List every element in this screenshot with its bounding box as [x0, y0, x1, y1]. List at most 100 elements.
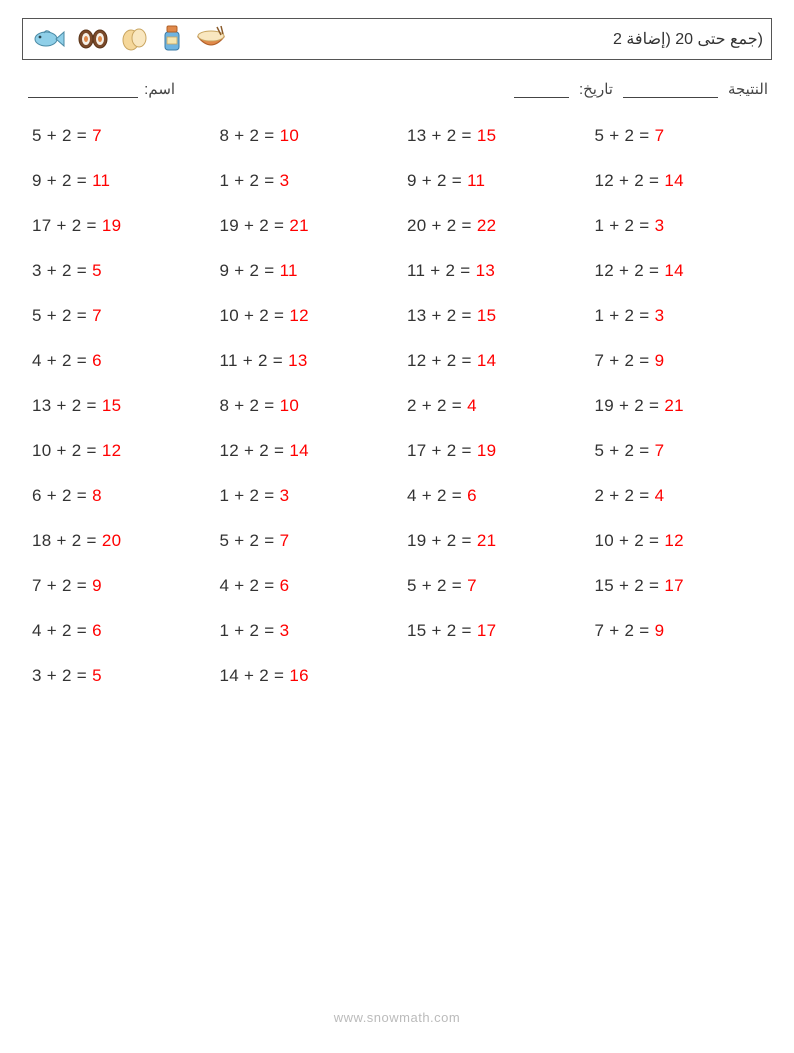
problem-cell: 13 + 2 = 15 — [32, 396, 210, 416]
problem-cell: 13 + 2 = 15 — [407, 126, 585, 146]
problem-cell: 12 + 2 = 14 — [220, 441, 398, 461]
answer: 12 — [664, 531, 684, 550]
answer: 21 — [664, 396, 684, 415]
expression: 5 + 2 = — [32, 126, 92, 145]
problem-cell: 12 + 2 = 14 — [407, 351, 585, 371]
expression: 1 + 2 = — [220, 486, 280, 505]
name-field: اسم: — [26, 80, 175, 98]
expression: 1 + 2 = — [595, 216, 655, 235]
header-box: (جمع حتى 20 (إضافة 2 — [22, 18, 772, 60]
expression: 15 + 2 = — [595, 576, 665, 595]
expression: 12 + 2 = — [407, 351, 477, 370]
name-blank — [28, 97, 138, 98]
problems-grid: 5 + 2 = 7 8 + 2 = 10 13 + 2 = 15 5 + 2 = 7 9… — [22, 126, 772, 686]
expression: 2 + 2 = — [595, 486, 655, 505]
expression: 10 + 2 = — [220, 306, 290, 325]
problem-cell: 19 + 2 = 21 — [595, 396, 773, 416]
answer: 5 — [92, 666, 102, 685]
problem-cell: 1 + 2 = 3 — [220, 171, 398, 191]
expression: 11 + 2 = — [220, 351, 289, 370]
answer: 7 — [655, 441, 665, 460]
answer: 3 — [280, 486, 290, 505]
answer: 16 — [289, 666, 309, 685]
problem-cell: 7 + 2 = 9 — [595, 621, 773, 641]
expression: 4 + 2 = — [32, 351, 92, 370]
answer: 19 — [102, 216, 122, 235]
problem-cell: 11 + 2 = 13 — [407, 261, 585, 281]
expression: 8 + 2 = — [220, 396, 280, 415]
answer: 17 — [664, 576, 684, 595]
answer: 3 — [280, 171, 290, 190]
answer: 7 — [467, 576, 477, 595]
problem-cell: 9 + 2 = 11 — [407, 171, 585, 191]
expression: 12 + 2 = — [220, 441, 290, 460]
answer: 21 — [477, 531, 497, 550]
expression: 1 + 2 = — [595, 306, 655, 325]
problem-cell: 3 + 2 = 5 — [32, 261, 210, 281]
answer: 4 — [655, 486, 665, 505]
problem-cell: 18 + 2 = 20 — [32, 531, 210, 551]
name-label: اسم: — [144, 81, 175, 98]
problem-cell: 9 + 2 = 11 — [32, 171, 210, 191]
problem-cell: 11 + 2 = 13 — [220, 351, 398, 371]
problem-cell: 2 + 2 = 4 — [407, 396, 585, 416]
answer: 9 — [655, 351, 665, 370]
problem-cell: 5 + 2 = 7 — [595, 126, 773, 146]
expression: 11 + 2 = — [407, 261, 476, 280]
answer: 14 — [664, 261, 684, 280]
problem-cell: 19 + 2 = 21 — [407, 531, 585, 551]
expression: 1 + 2 = — [220, 621, 280, 640]
answer: 6 — [92, 621, 102, 640]
problem-cell: 5 + 2 = 7 — [32, 126, 210, 146]
answer: 7 — [655, 126, 665, 145]
header-icons — [31, 24, 227, 54]
expression: 7 + 2 = — [595, 621, 655, 640]
expression: 3 + 2 = — [32, 261, 92, 280]
expression: 5 + 2 = — [595, 441, 655, 460]
problem-cell — [595, 666, 773, 686]
problem-cell: 17 + 2 = 19 — [407, 441, 585, 461]
problem-cell: 13 + 2 = 15 — [407, 306, 585, 326]
problem-cell: 10 + 2 = 12 — [32, 441, 210, 461]
expression: 2 + 2 = — [407, 396, 467, 415]
answer: 8 — [92, 486, 102, 505]
answer: 19 — [477, 441, 497, 460]
problem-cell: 12 + 2 = 14 — [595, 171, 773, 191]
expression: 13 + 2 = — [407, 126, 477, 145]
answer: 15 — [102, 396, 122, 415]
problem-cell: 6 + 2 = 8 — [32, 486, 210, 506]
expression: 6 + 2 = — [32, 486, 92, 505]
problem-cell: 5 + 2 = 7 — [220, 531, 398, 551]
problem-cell: 9 + 2 = 11 — [220, 261, 398, 281]
answer: 20 — [102, 531, 122, 550]
problem-cell: 4 + 2 = 6 — [407, 486, 585, 506]
answer: 12 — [102, 441, 122, 460]
problem-cell: 10 + 2 = 12 — [220, 306, 398, 326]
problem-cell — [407, 666, 585, 686]
answer: 17 — [477, 621, 497, 640]
eggs-icon — [121, 25, 149, 53]
answer: 21 — [289, 216, 309, 235]
answer: 5 — [92, 261, 102, 280]
answer: 7 — [280, 531, 290, 550]
problem-cell: 12 + 2 = 14 — [595, 261, 773, 281]
problem-cell: 7 + 2 = 9 — [32, 576, 210, 596]
answer: 12 — [289, 306, 309, 325]
score-blank — [623, 80, 718, 98]
problem-cell: 20 + 2 = 22 — [407, 216, 585, 236]
expression: 12 + 2 = — [595, 171, 665, 190]
problem-cell: 10 + 2 = 12 — [595, 531, 773, 551]
answer: 6 — [280, 576, 290, 595]
problem-cell: 8 + 2 = 10 — [220, 126, 398, 146]
fish-icon — [31, 26, 65, 52]
expression: 17 + 2 = — [32, 216, 102, 235]
problem-cell: 5 + 2 = 7 — [32, 306, 210, 326]
answer: 3 — [655, 306, 665, 325]
expression: 12 + 2 = — [595, 261, 665, 280]
answer: 3 — [280, 621, 290, 640]
problem-cell: 5 + 2 = 7 — [407, 576, 585, 596]
expression: 17 + 2 = — [407, 441, 477, 460]
date-label: تاريخ: — [579, 80, 613, 98]
answer: 6 — [467, 486, 477, 505]
answer: 22 — [477, 216, 497, 235]
